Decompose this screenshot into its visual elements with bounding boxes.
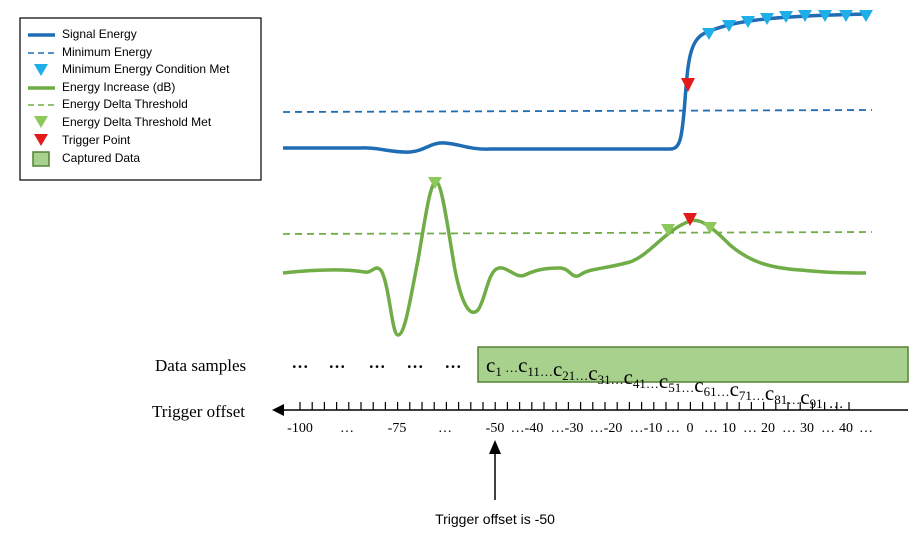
sample-letter: c: [588, 361, 597, 385]
separator: …: [717, 384, 730, 399]
legend-label: Captured Data: [62, 151, 140, 165]
sample-sub: 71: [739, 388, 752, 403]
tick-label: …: [340, 421, 354, 436]
min-met-markers: [702, 10, 873, 40]
tick-label: …: [666, 421, 680, 436]
sample-letter: c: [659, 369, 668, 393]
tick-label: -75: [388, 421, 407, 436]
separator: …: [505, 360, 518, 375]
trigger-marker-bottom: [683, 213, 697, 226]
sample-sub: 21: [562, 368, 575, 383]
legend-label: Trigger Point: [62, 133, 131, 147]
separator: …: [575, 368, 588, 383]
tick-label: …: [782, 421, 796, 436]
tick-label: …-30: [551, 421, 584, 436]
sample-sub: 41: [633, 376, 646, 391]
legend-label: Signal Energy: [62, 27, 137, 41]
signal-energy-curve: [283, 12, 871, 154]
sample-sub: 81: [774, 392, 787, 407]
key-captured: [32, 151, 50, 167]
axis-arrowhead: [272, 404, 284, 416]
key-delta-met: [34, 116, 48, 128]
sample-dots: …: [369, 353, 386, 372]
sample-letter: c: [518, 353, 527, 377]
sample-sub: 11: [527, 364, 540, 379]
separator: …: [787, 392, 800, 407]
captured-box: [477, 346, 909, 383]
captured-samples: c1 …c11…c21…c31…c41…c51…c61…c71…c81…c91…: [486, 353, 844, 412]
delta-met-markers: [428, 177, 717, 236]
tick-label: -50: [486, 421, 505, 436]
sample-letter: c: [553, 357, 562, 381]
legend-keys: [28, 33, 55, 167]
sample-sub: 61: [704, 384, 717, 399]
key-min-met: [34, 64, 48, 76]
tick-label: 10: [722, 421, 736, 436]
separator: …: [829, 396, 844, 412]
tick-label: 30: [800, 421, 814, 436]
tick-label: …: [821, 421, 835, 436]
tick-label: …: [743, 421, 757, 436]
trigger-offset-label: Trigger offset: [152, 402, 245, 421]
sample-sub: 51: [668, 380, 681, 395]
separator: …: [752, 388, 765, 403]
sample-sub: 31: [598, 372, 611, 387]
legend-label: Energy Delta Threshold Met: [62, 115, 212, 129]
legend-label: Minimum Energy Condition Met: [62, 62, 230, 76]
sample-dots: …: [407, 353, 424, 372]
sample-letter: c: [624, 365, 633, 389]
sample-letter: c: [765, 381, 774, 405]
sample-dots: …: [292, 353, 309, 372]
separator: …: [646, 376, 659, 391]
tick-label: …: [859, 421, 873, 436]
legend-label: Energy Increase (dB): [62, 80, 175, 94]
legend-label: Energy Delta Threshold: [62, 97, 188, 111]
trigger-marker-top: [681, 78, 695, 92]
tick-label: …: [438, 421, 452, 436]
sample-sub: 91: [810, 396, 823, 411]
energy-increase-curve: [282, 180, 867, 337]
tick-label: -100: [287, 421, 313, 436]
tick-marks: [299, 402, 850, 410]
legend-box: [19, 17, 262, 181]
annotation-arrowhead: [489, 440, 501, 454]
legend-label: Minimum Energy: [62, 45, 152, 59]
delta-threshold-line: [282, 231, 873, 235]
tick-label: …-40: [511, 421, 544, 436]
tick-label: …-10: [630, 421, 663, 436]
tick-label: …: [704, 421, 718, 436]
tick-label: 20: [761, 421, 775, 436]
sample-letter: c: [730, 377, 739, 401]
annotation: Trigger offset is -50: [435, 511, 555, 527]
key-trigger: [34, 134, 48, 146]
sample-letter: c: [486, 353, 495, 377]
min-energy-line: [282, 109, 873, 113]
sample-dots: …: [445, 353, 462, 372]
sample-letter: c: [800, 385, 809, 409]
sample-sub: 1: [495, 364, 502, 379]
tick-label: 40: [839, 421, 853, 436]
separator: …: [540, 364, 553, 379]
data-samples-label: Data samples: [155, 356, 246, 375]
sample-letter: c: [694, 373, 703, 397]
separator: …: [681, 380, 694, 395]
tick-label: 0: [687, 421, 694, 436]
separator: …: [611, 372, 624, 387]
sample-dots: …: [329, 353, 346, 372]
tick-label: …-20: [590, 421, 623, 436]
